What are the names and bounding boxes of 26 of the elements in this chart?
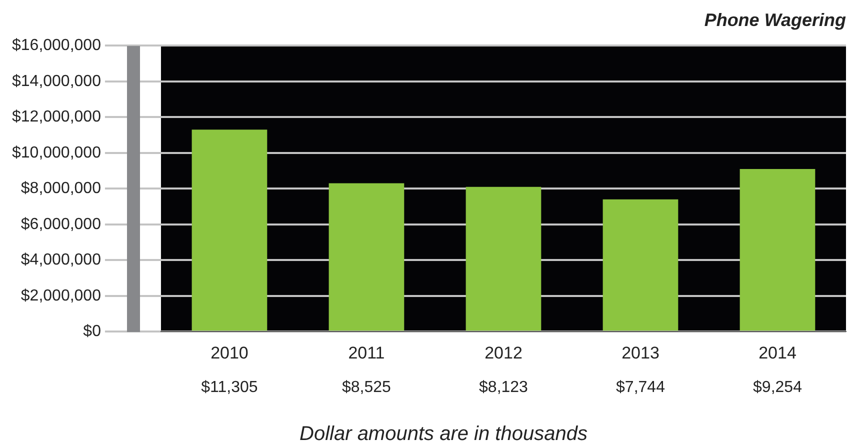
bar bbox=[466, 186, 542, 331]
y-tick-label: $12,000,000 bbox=[12, 108, 102, 126]
y-tick-label: $8,000,000 bbox=[20, 180, 102, 198]
x-tick-label: 2014 bbox=[758, 343, 796, 362]
text: Dollar amounts are in thousands bbox=[300, 423, 588, 446]
bar bbox=[192, 130, 268, 331]
y-tick-label: $0 bbox=[83, 323, 102, 340]
y-tick-label: $4,000,000 bbox=[20, 252, 102, 269]
chart-title: Phone Wagering bbox=[704, 10, 846, 30]
bar bbox=[602, 199, 678, 331]
bar bbox=[740, 168, 816, 331]
text: $7,744 bbox=[616, 379, 666, 396]
bar bbox=[328, 183, 404, 331]
y-tick-label: $16,000,000 bbox=[12, 37, 102, 54]
text: $8,123 bbox=[479, 379, 528, 396]
x-tick-label: 2012 bbox=[484, 343, 522, 362]
text: $9,254 bbox=[753, 379, 802, 396]
y-tick-label: $6,000,000 bbox=[20, 216, 102, 233]
text: $11,305 bbox=[201, 379, 258, 396]
x-tick-label: 2010 bbox=[210, 343, 248, 362]
x-tick-label: 2013 bbox=[622, 343, 660, 362]
text: $8,525 bbox=[342, 379, 392, 396]
y-tick-label: $10,000,000 bbox=[12, 144, 102, 162]
y-tick-label: $14,000,000 bbox=[12, 72, 102, 90]
y-tick-label: $2,000,000 bbox=[20, 287, 102, 304]
x-tick-label: 2011 bbox=[348, 343, 385, 362]
